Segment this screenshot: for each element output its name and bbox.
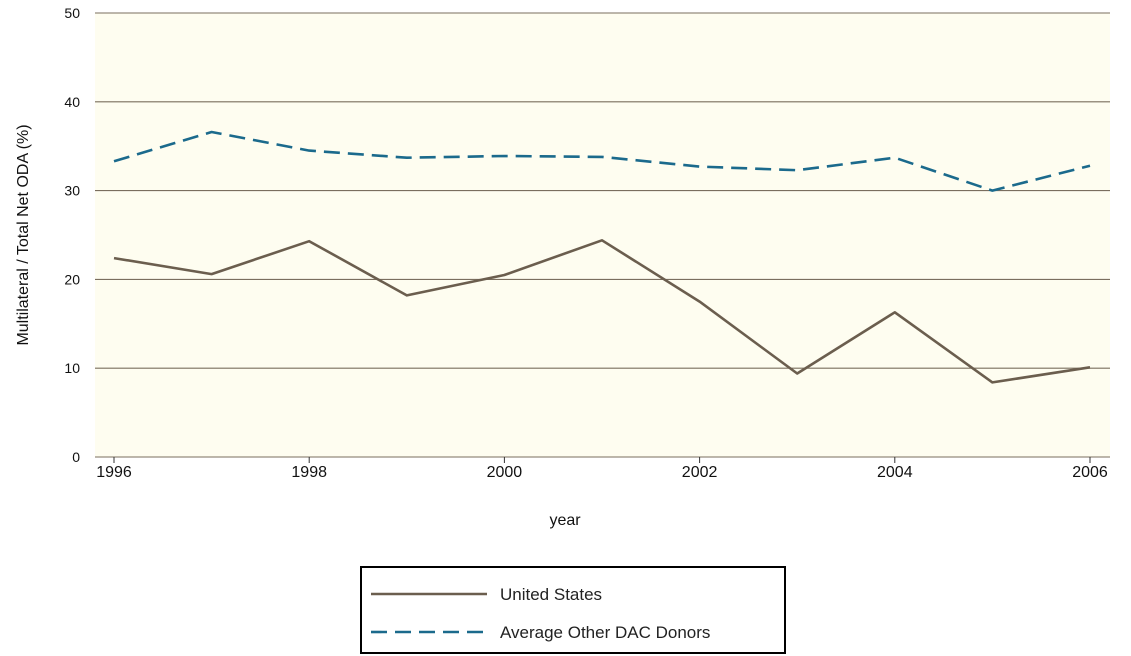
y-tick-label: 50 — [64, 5, 80, 21]
y-axis: 0 10 20 30 40 50 — [64, 5, 80, 465]
series-line-average-other-dac-donors — [113, 130, 1091, 192]
x-axis-title: year — [549, 512, 581, 529]
x-tick-label: 1998 — [291, 464, 327, 481]
y-axis-title: Multilateral / Total Net ODA (%) — [15, 124, 32, 345]
x-tick-label: 2006 — [1072, 464, 1108, 481]
x-axis: 1996 1998 2000 2002 2004 2006 — [96, 457, 1108, 481]
y-tick-label: 40 — [64, 94, 80, 110]
x-tick-label: 2004 — [877, 464, 913, 481]
y-tick-label: 30 — [64, 183, 80, 199]
legend: United States Average Other DAC Donors — [360, 566, 786, 654]
legend-label-united-states: United States — [500, 585, 602, 604]
y-tick-label: 10 — [64, 360, 80, 376]
series-line-united-states — [113, 239, 1091, 384]
gridlines — [95, 12, 1110, 458]
y-tick-label: 20 — [64, 271, 80, 287]
x-tick-label: 2002 — [682, 464, 718, 481]
x-tick-label: 1996 — [96, 464, 132, 481]
x-tick-label: 2000 — [487, 464, 523, 481]
series-lines — [113, 130, 1091, 384]
plot-area — [95, 13, 1110, 457]
y-tick-label: 0 — [72, 449, 80, 465]
legend-box — [360, 566, 786, 654]
legend-label-average-other-dac-donors: Average Other DAC Donors — [500, 623, 710, 642]
